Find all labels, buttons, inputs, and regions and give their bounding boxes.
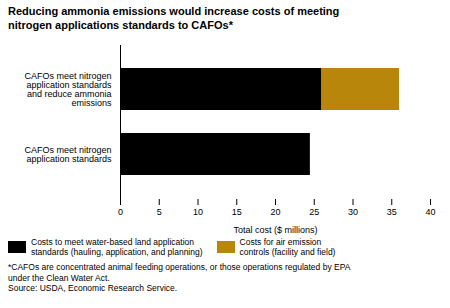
- html-text:Costs for air emission control: Costs for air emission controls (facilit…: [239, 236, 336, 257]
- html-text:Reducing ammonia emissions wou: Reducing ammonia emissions would increas…: [8, 5, 340, 32]
- svg-text:0: 0: [118, 206, 123, 216]
- svg-text:35: 35: [387, 206, 397, 216]
- svg-text:30: 30: [348, 206, 358, 216]
- svg-text:CAFOs meet nitrogenapplication: CAFOs meet nitrogenapplication standards…: [24, 70, 112, 107]
- svg-text:CAFOs meet nitrogenapplication: CAFOs meet nitrogenapplication standards: [24, 144, 112, 163]
- svg-text:10: 10: [193, 206, 203, 216]
- svg-text:15: 15: [232, 206, 242, 216]
- svg-text:20: 20: [270, 206, 280, 216]
- svg-text:25: 25: [309, 206, 319, 216]
- html-text:*CAFOs are concentrated animal: *CAFOs are concentrated animal feeding o…: [8, 262, 351, 294]
- svg-text:Total cost ($ millions): Total cost ($ millions): [233, 224, 317, 234]
- html-text:Costs to meet water-based land: Costs to meet water-based land applicati…: [31, 236, 203, 257]
- svg-text:40: 40: [425, 206, 435, 216]
- svg-text:5: 5: [157, 206, 162, 216]
